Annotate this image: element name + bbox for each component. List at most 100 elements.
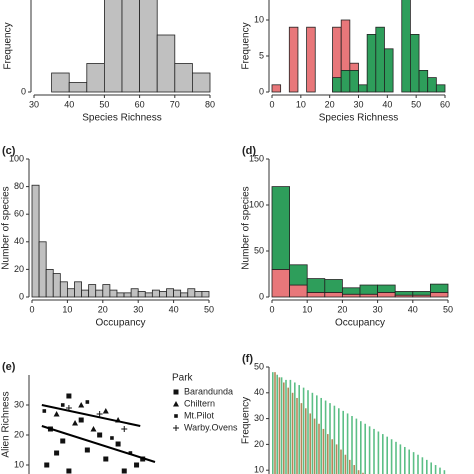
bar (59, 281, 68, 298)
bar (187, 288, 196, 298)
bar (362, 472, 364, 474)
point (78, 417, 84, 423)
bar (426, 459, 428, 474)
bar (289, 284, 308, 298)
panel-label: (f) (242, 353, 253, 365)
bar (408, 449, 410, 474)
bar (271, 84, 282, 93)
bar (121, 0, 141, 93)
y-tick-label: 80 (14, 181, 24, 191)
bar (274, 372, 276, 474)
y-tick-label: 40 (14, 236, 24, 246)
x-tick-label: 0 (269, 304, 274, 314)
bar (102, 284, 111, 298)
bar (272, 372, 274, 474)
bar (283, 382, 285, 474)
bar (109, 289, 118, 298)
bar (173, 289, 182, 298)
y-tick-label: 20 (14, 429, 24, 439)
bar (340, 70, 351, 93)
y-tick-label: 100 (9, 153, 24, 163)
bar (327, 434, 329, 474)
bar (302, 387, 305, 474)
x-axis-label: Species Richness (82, 113, 161, 124)
y-tick-label: 150 (249, 153, 264, 163)
x-tick-label: 30 (133, 304, 143, 314)
bar (52, 273, 61, 298)
y-axis-label: Alien Richness (1, 391, 12, 457)
bar (364, 423, 366, 474)
bar (180, 292, 189, 298)
bar (335, 444, 338, 474)
point (96, 411, 103, 417)
bar (288, 26, 299, 93)
bar (377, 291, 396, 298)
bar (285, 379, 287, 474)
x-tick-label: 50 (99, 99, 109, 109)
x-tick-label: 40 (169, 304, 179, 314)
bar (309, 413, 311, 474)
bar (68, 82, 88, 93)
bar (353, 465, 355, 474)
point (66, 393, 72, 399)
point (128, 451, 133, 455)
bar (305, 408, 307, 474)
bar (359, 284, 379, 295)
x-tick-label: 50 (204, 304, 214, 314)
bar (104, 0, 123, 93)
point (97, 432, 103, 438)
bar (355, 418, 358, 474)
y-tick-label: 100 (249, 199, 264, 209)
bar (409, 34, 420, 93)
legend-label: Warby.Ovens (184, 422, 238, 432)
bar (360, 421, 362, 474)
legend-label: Barandunda (184, 386, 233, 396)
bar (368, 426, 371, 474)
y-tick-label: 30 (254, 413, 264, 423)
bar (86, 63, 105, 93)
y-tick-label: 40 (254, 387, 264, 397)
point (115, 441, 121, 447)
bar (45, 268, 54, 298)
y-tick-label: 0 (19, 291, 24, 301)
x-tick-label: 80 (205, 99, 215, 109)
y-tick-label: 50 (254, 361, 264, 371)
bar (271, 268, 291, 298)
x-tick-label: 40 (408, 304, 418, 314)
bar (386, 436, 388, 474)
x-axis-label: Occupancy (335, 318, 385, 329)
legend-marker (173, 425, 179, 431)
y-axis-label: Frequency (241, 397, 252, 444)
bar (324, 279, 343, 293)
bar (298, 385, 300, 474)
bar (377, 431, 380, 474)
bar (306, 26, 316, 93)
y-tick-label: 20 (254, 439, 264, 449)
y-axis-label: Number of species (241, 186, 252, 269)
bar (311, 392, 314, 474)
bar (341, 293, 361, 298)
x-tick-label: 0 (29, 304, 34, 314)
bar (291, 392, 294, 474)
x-tick-label: 0 (269, 99, 274, 109)
bar (306, 278, 326, 293)
y-tick-label: 10 (254, 14, 264, 24)
bar (316, 395, 318, 474)
y-tick-label: 10 (14, 459, 24, 469)
y-tick-label: 30 (14, 399, 24, 409)
x-tick-label: 40 (64, 99, 74, 109)
y-tick-label: 5 (259, 50, 264, 60)
bar (123, 292, 132, 298)
bar (366, 34, 377, 93)
bar (51, 72, 70, 93)
y-axis-label: Frequency (241, 22, 252, 69)
y-tick-label: 0 (21, 86, 26, 96)
bar (156, 34, 176, 93)
y-tick-label: 50 (254, 245, 264, 255)
bar (338, 408, 340, 474)
bar (276, 374, 278, 474)
bar (278, 377, 281, 474)
bar (357, 470, 360, 474)
bar (384, 48, 394, 93)
bar (382, 434, 384, 474)
